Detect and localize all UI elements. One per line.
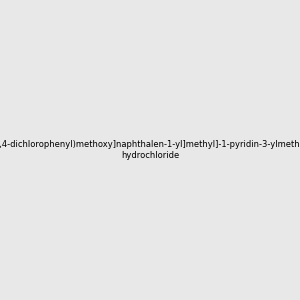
- Text: N-[[2-[(2,4-dichlorophenyl)methoxy]naphthalen-1-yl]methyl]-1-pyridin-3-ylmethana: N-[[2-[(2,4-dichlorophenyl)methoxy]napht…: [0, 140, 300, 160]
